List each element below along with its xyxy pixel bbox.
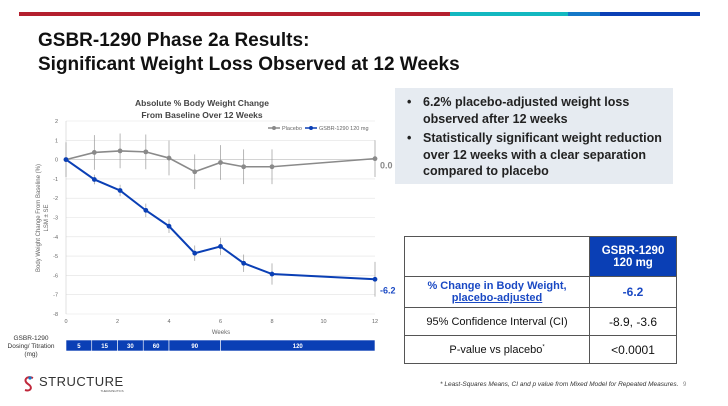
x-tick-label: 8 [270, 319, 273, 325]
dosing-dose: 15 [101, 344, 108, 350]
dosing-label: GSBR-1290 Dosing/ Titration (mg) [7, 335, 55, 358]
table-row: % Change in Body Weight, placebo-adjusted… [403, 276, 677, 308]
structure-logo: STRUCTURE THERAPEUTICS [22, 374, 124, 393]
data-point [241, 260, 247, 266]
series-line-placebo [65, 150, 376, 173]
results-table: GSBR-1290 120 mg % Change in Body Weight,… [403, 236, 677, 364]
footnote: * Least-Squares Means, CI and p value fr… [440, 381, 679, 388]
dosing-dose: 5 [77, 344, 81, 350]
y-tick-label: -4 [53, 235, 58, 241]
x-tick-label: 2 [116, 319, 119, 325]
accent-blue [600, 12, 700, 16]
y-axis-label: Body Weight Change From Baseline (%) [36, 164, 42, 272]
accent-midblue [568, 12, 600, 16]
data-point [372, 276, 378, 282]
data-point [192, 250, 198, 256]
y-tick-label: -1 [53, 177, 58, 183]
x-tick-label: 4 [167, 319, 170, 325]
data-point [372, 156, 378, 162]
y-tick-label: -5 [53, 254, 58, 260]
title-line-1: GSBR-1290 Phase 2a Results: [38, 30, 310, 51]
legend-label: Placebo [282, 126, 302, 132]
accent-teal [450, 12, 568, 16]
row-value: -6.2 [589, 276, 677, 308]
legend-marker [272, 126, 276, 130]
x-axis-label: Weeks [212, 330, 230, 336]
data-point [269, 164, 275, 170]
data-point [241, 164, 247, 170]
data-point [117, 148, 123, 154]
dosing-dose: 120 [293, 344, 304, 350]
title-line-2: Significant Weight Loss Observed at 12 W… [38, 54, 460, 75]
data-point [192, 169, 198, 175]
table-row: 95% Confidence Interval (CI) -8.9, -3.6 [403, 307, 677, 336]
data-point [143, 207, 149, 213]
data-point [166, 155, 172, 161]
x-tick-label: 10 [320, 319, 326, 325]
data-point [91, 150, 97, 155]
bullet: 6.2% placebo-adjusted weight loss observ… [407, 94, 663, 127]
row-label: 95% Confidence Interval (CI) [403, 307, 591, 336]
dosing-dose: 60 [153, 344, 160, 350]
dosing-dose: 30 [127, 344, 134, 350]
slide-title: GSBR-1290 Phase 2a Results: Significant … [38, 29, 460, 77]
y-tick-label: 1 [55, 138, 58, 144]
bullet: Statistically significant weight reducti… [407, 130, 663, 180]
data-point [117, 188, 123, 193]
y-tick-label: 2 [55, 119, 58, 125]
top-accent-bar [19, 12, 700, 16]
accent-red [19, 12, 450, 16]
data-point [91, 177, 97, 182]
y-tick-label: -2 [53, 196, 58, 202]
series-line-gsbr [65, 158, 376, 281]
legend-label: GSBR-1290 120 mg [319, 126, 369, 132]
page-number: 9 [683, 382, 687, 388]
table-row: P-value vs placebo* <0.0001 [403, 335, 677, 364]
data-point [218, 244, 223, 249]
key-findings-box: 6.2% placebo-adjusted weight loss observ… [395, 88, 673, 184]
x-tick-label: 0 [64, 319, 67, 325]
data-point [63, 157, 69, 163]
end-label: 0.0 [380, 161, 393, 171]
logo-s-icon [24, 375, 34, 391]
y-tick-label: -3 [53, 216, 58, 222]
x-tick-label: 12 [372, 319, 378, 325]
dosing-segment [220, 339, 376, 352]
column-header: GSBR-1290 120 mg [589, 236, 677, 277]
row-value: <0.0001 [589, 335, 677, 364]
end-label: -6.2 [380, 285, 396, 295]
chart-subtitle: From Baseline Over 12 Weeks [141, 110, 263, 120]
data-point [143, 149, 149, 155]
y-tick-label: 0 [55, 158, 58, 164]
row-label: P-value vs placebo* [403, 335, 591, 364]
data-point [269, 271, 275, 277]
chart-title: Absolute % Body Weight Change [135, 98, 269, 108]
legend-marker [309, 126, 313, 130]
y-axis-label-2: LSM ± SE [44, 205, 50, 232]
data-point [166, 223, 172, 229]
y-tick-label: -6 [53, 273, 58, 279]
y-tick-label: -8 [53, 312, 58, 318]
dosing-dose: 90 [191, 344, 198, 350]
y-tick-label: -7 [53, 293, 58, 299]
x-tick-label: 6 [219, 319, 222, 325]
data-point [218, 160, 223, 165]
